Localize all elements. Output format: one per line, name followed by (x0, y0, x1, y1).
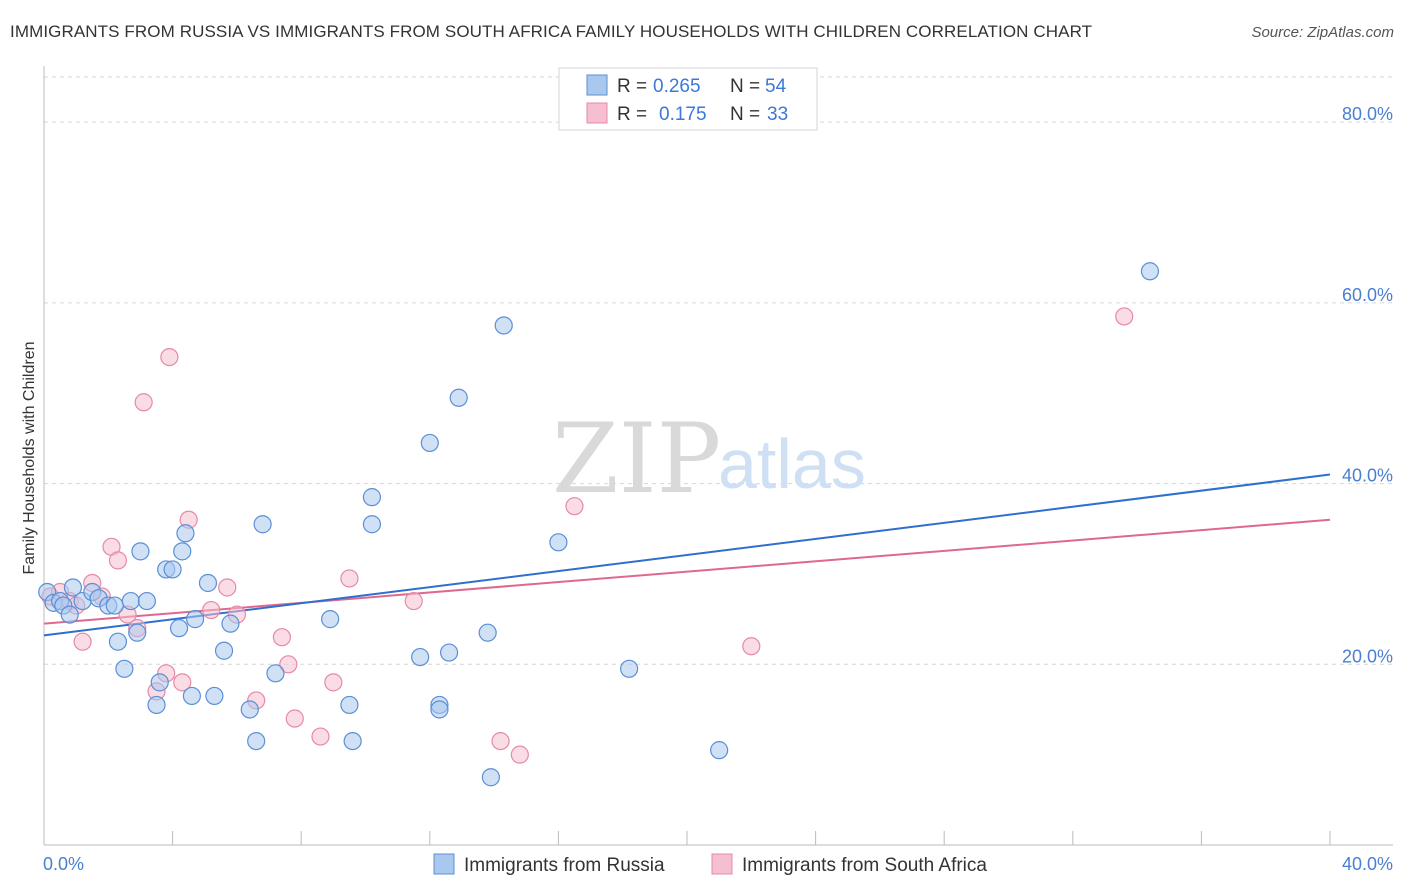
y-tick-labels: 20.0% 40.0% 60.0% 80.0% (1342, 104, 1393, 666)
legend-r-label-russia: R = (617, 76, 647, 97)
russia-point-20 (163, 560, 182, 579)
south-africa-point-25 (324, 673, 343, 692)
russia-point-40 (420, 433, 439, 453)
y-tick-label-40: 40.0% (1342, 466, 1393, 486)
chart-title: IMMIGRANTS FROM RUSSIA VS IMMIGRANTS FRO… (10, 22, 1093, 41)
russia-point-32 (253, 515, 272, 534)
russia-point-51 (1140, 262, 1160, 281)
russia-point-4 (60, 605, 79, 624)
watermark-atlas: atlas (718, 425, 866, 503)
stats-legend: R = 0.265 N = 54 R = 0.175 N = 33 (558, 67, 818, 131)
russia-point-27 (205, 686, 224, 706)
watermark-zip: ZIP (552, 403, 721, 515)
russia-point-14 (128, 623, 147, 642)
south-africa-point-15 (173, 673, 192, 692)
russia-point-12 (115, 659, 134, 678)
russia-point-43 (439, 643, 459, 662)
series-legend: Immigrants from Russia Immigrants from S… (433, 853, 987, 876)
russia-point-34 (321, 610, 340, 629)
south-africa-point-4 (73, 632, 92, 651)
y-tick-label-20: 20.0% (1342, 646, 1393, 666)
legend-n-value-south-africa: 33 (767, 104, 788, 125)
y-tick-label-80: 80.0% (1342, 104, 1393, 124)
series-legend-label-russia: Immigrants from Russia (464, 855, 665, 876)
south-africa-point-27 (404, 591, 423, 611)
russia-point-18 (150, 673, 169, 692)
russia-point-39 (411, 647, 430, 667)
legend-n-value-russia: 54 (765, 76, 787, 97)
south-africa-point-8 (108, 551, 128, 570)
south-africa-point-31 (742, 637, 761, 656)
russia-point-29 (221, 614, 240, 633)
russia-point-33 (266, 664, 285, 683)
x-tick-label-left: 0.0% (43, 854, 84, 874)
legend-n-label-south-africa: N = (730, 104, 760, 125)
trend-lines (43, 473, 1331, 637)
russia-point-15 (131, 542, 150, 561)
series-legend-swatch-russia (433, 853, 455, 875)
russia-point-48 (549, 533, 568, 552)
series-legend-swatch-south-africa (711, 853, 733, 875)
russia-point-21 (169, 619, 189, 638)
russia-point-44 (449, 388, 468, 407)
russia-point-17 (147, 695, 166, 715)
russia-point-26 (198, 573, 218, 593)
trend-line-russia (43, 473, 1331, 637)
south-africa-point-26 (340, 569, 359, 588)
russia-point-37 (362, 488, 382, 507)
russia-point-30 (240, 700, 259, 719)
legend-swatch-south-africa (586, 102, 608, 124)
russia-point-16 (137, 591, 156, 611)
russia-point-49 (620, 659, 639, 678)
south-africa-point-22 (279, 655, 298, 674)
russia-point-38 (362, 515, 382, 534)
russia-point-22 (173, 542, 192, 561)
russia-point-23 (176, 524, 195, 543)
russia-point-5 (63, 578, 83, 597)
russia-point-28 (214, 641, 234, 660)
series-south-africa-points (41, 307, 1134, 764)
legend-r-label-south-africa: R = (617, 104, 647, 125)
south-africa-point-30 (565, 497, 584, 516)
y-axis-label: Family Households with Children (21, 342, 38, 575)
series-legend-label-south-africa: Immigrants from South Africa (742, 855, 987, 876)
south-africa-point-14 (160, 347, 179, 367)
south-africa-point-24 (311, 727, 330, 746)
russia-point-35 (340, 695, 359, 715)
series-russia-points (38, 262, 1160, 787)
russia-point-24 (182, 686, 201, 706)
legend-r-value-south-africa: 0.175 (659, 104, 707, 125)
russia-point-45 (478, 623, 497, 642)
y-tick-label-60: 60.0% (1342, 285, 1393, 305)
russia-point-10 (105, 596, 124, 615)
russia-point-25 (186, 610, 205, 629)
russia-point-47 (494, 316, 513, 335)
russia-point-11 (108, 632, 128, 651)
russia-point-42 (430, 700, 449, 719)
south-africa-point-18 (218, 578, 237, 597)
south-africa-point-11 (134, 393, 153, 412)
south-africa-point-32 (1115, 307, 1134, 326)
south-africa-point-21 (272, 628, 292, 647)
south-africa-point-28 (491, 731, 510, 751)
russia-point-50 (710, 741, 729, 760)
russia-point-46 (481, 768, 500, 787)
x-tick-label-right: 40.0% (1342, 854, 1393, 874)
south-africa-point-29 (510, 745, 529, 764)
axes (43, 66, 1393, 846)
trend-line-south-africa (43, 518, 1331, 625)
russia-point-31 (247, 731, 266, 751)
south-africa-point-23 (285, 709, 304, 728)
gridlines (44, 76, 1393, 665)
south-africa-point-17 (202, 600, 221, 620)
russia-point-36 (343, 731, 362, 751)
legend-swatch-russia (586, 74, 608, 96)
source-credit: Source: ZipAtlas.com (1251, 24, 1394, 41)
legend-n-label-russia: N = (730, 76, 760, 97)
russia-point-13 (121, 591, 140, 611)
legend-r-value-russia: 0.265 (653, 76, 701, 97)
